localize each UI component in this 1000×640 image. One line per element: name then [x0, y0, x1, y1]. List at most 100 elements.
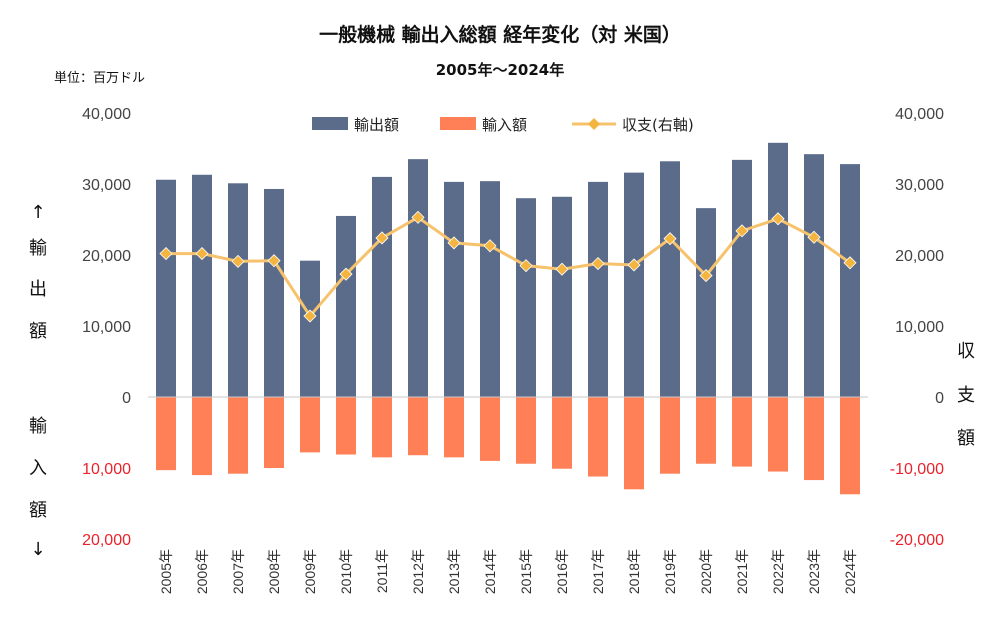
legend-swatch-import [440, 117, 476, 130]
balance-marker-2022年 [771, 212, 785, 226]
balance-marker-2005年 [159, 247, 173, 261]
import-bar-2023年 [804, 397, 824, 481]
export-bar-2008年 [264, 188, 284, 397]
import-bar-2017年 [588, 397, 608, 477]
balance-marker-2024年 [843, 256, 857, 270]
import-bar-2005年 [156, 397, 176, 471]
balance-marker-2016年 [555, 262, 569, 276]
x-tick-label: 2018年 [626, 549, 642, 594]
left-axis-label-char: 輸 [29, 416, 47, 437]
export-bar-2009年 [300, 260, 320, 397]
right-tick-label: -20,000 [890, 532, 944, 549]
legend-label-export: 輸出額 [354, 116, 399, 134]
export-bar-2006年 [192, 174, 212, 397]
right-axis-label-char: 支 [957, 385, 975, 406]
right-axis-label: 収支額 [957, 341, 975, 449]
balance-line-series [159, 210, 857, 323]
import-bar-2015年 [516, 397, 536, 464]
x-tick-label: 2009年 [302, 549, 318, 594]
export-bar-2005年 [156, 179, 176, 397]
left-axis-label-char: ↓ [30, 539, 45, 560]
import-bar-2021年 [732, 397, 752, 467]
import-bar-2014年 [480, 397, 500, 461]
export-bar-2023年 [804, 154, 824, 397]
right-tick-label: 10,000 [895, 319, 944, 336]
right-tick-label: -10,000 [890, 461, 944, 478]
import-bar-2011年 [372, 397, 392, 458]
legend-label-import: 輸入額 [482, 116, 527, 134]
x-tick-label: 2010年 [338, 549, 354, 594]
unit-note: 単位：百万ドル [54, 70, 145, 86]
right-tick-label: 20,000 [895, 248, 944, 265]
export-bar-2015年 [516, 198, 536, 397]
export-bar-2011年 [372, 176, 392, 397]
import-bar-2022年 [768, 397, 788, 472]
right-axis-ticks: 40,000 30,000 20,000 10,000 0 -10,000 -20,000 [890, 106, 944, 549]
export-bar-2018年 [624, 172, 644, 397]
balance-line [166, 215, 851, 319]
import-bar-2012年 [408, 397, 428, 456]
left-axis-label-char: ↑ [30, 202, 45, 223]
balance-marker-2008年 [267, 254, 281, 268]
export-bar-2013年 [444, 181, 464, 397]
x-tick-label: 2015年 [518, 549, 534, 594]
export-bar-2014年 [480, 181, 500, 397]
import-bar-2019年 [660, 397, 680, 474]
import-bar-2006年 [192, 397, 212, 476]
export-bar-2019年 [660, 161, 680, 397]
balance-marker-2012年 [411, 210, 425, 224]
legend-label-balance: 収支(右軸) [622, 116, 694, 134]
import-bar-2008年 [264, 397, 284, 468]
left-axis-label-char: 入 [29, 458, 47, 479]
balance-marker-2023年 [807, 230, 821, 244]
x-tick-label: 2016年 [554, 549, 570, 594]
x-axis-ticks: 2005年 2006年 2007年 2008年 2009年 2010年 2011年 2012年… [158, 549, 858, 594]
export-bar-2021年 [732, 159, 752, 397]
import-bars [156, 397, 860, 495]
left-tick-label: 20,000 [82, 248, 131, 265]
export-bar-2024年 [840, 164, 860, 397]
x-tick-label: 2008年 [266, 549, 282, 594]
legend-swatch-export [312, 117, 348, 130]
x-tick-label: 2006年 [194, 549, 210, 594]
export-bar-2020年 [696, 208, 716, 397]
import-bar-2010年 [336, 397, 356, 455]
export-bar-2022年 [768, 142, 788, 397]
balance-marker-2020年 [699, 269, 713, 283]
left-axis-label-char: 額 [29, 321, 47, 342]
left-tick-label: 40,000 [82, 106, 131, 123]
right-axis-label-char: 収 [957, 341, 975, 362]
x-tick-label: 2021年 [734, 549, 750, 594]
x-tick-label: 2007年 [230, 549, 246, 594]
import-bar-2016年 [552, 397, 572, 469]
balance-marker-2009年 [303, 309, 317, 323]
balance-marker-2019年 [663, 232, 677, 246]
left-tick-label: 30,000 [82, 177, 131, 194]
left-axis-label-char: 輸 [29, 238, 47, 259]
balance-marker-2010年 [339, 267, 353, 281]
left-tick-label: 10,000 [82, 461, 131, 478]
export-bar-2007年 [228, 183, 248, 397]
x-tick-label: 2014年 [482, 549, 498, 594]
export-bar-2017年 [588, 181, 608, 397]
right-tick-label: 40,000 [895, 106, 944, 123]
left-tick-label: 0 [122, 390, 131, 407]
balance-marker-2015年 [519, 259, 533, 273]
left-tick-label: 20,000 [82, 532, 131, 549]
right-tick-label: 0 [935, 390, 944, 407]
export-bars [156, 142, 860, 397]
balance-marker-2006年 [195, 247, 209, 261]
chart-subtitle: 2005年～2024年 [436, 61, 565, 79]
balance-marker-2017年 [591, 256, 605, 271]
balance-marker-2014年 [483, 239, 497, 253]
balance-marker-2007年 [231, 254, 245, 268]
import-bar-2020年 [696, 397, 716, 464]
import-bar-2009年 [300, 397, 320, 453]
export-bar-2016年 [552, 196, 572, 397]
chart-title: 一般機械 輸出入総額 経年変化（対 米国） [319, 23, 681, 46]
x-tick-label: 2020年 [698, 549, 714, 594]
left-axis-ticks: 40,000 30,000 20,000 10,000 0 10,000 20,000 [82, 106, 131, 549]
balance-marker-2018年 [627, 258, 641, 272]
